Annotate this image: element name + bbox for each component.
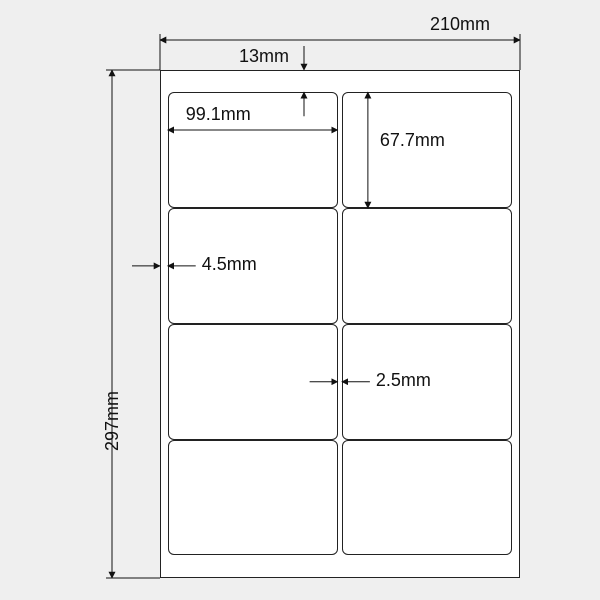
dim-sheet-height: 297mm	[102, 391, 123, 451]
dim-left-margin: 4.5mm	[202, 254, 257, 275]
dim-sheet-width: 210mm	[430, 14, 490, 35]
dim-col-gap: 2.5mm	[376, 370, 431, 391]
label-cell	[168, 440, 338, 556]
label-cell	[342, 440, 512, 556]
label-cell	[342, 208, 512, 324]
label-cell	[168, 324, 338, 440]
dim-top-margin: 13mm	[239, 46, 289, 67]
dim-label-width: 99.1mm	[186, 104, 251, 125]
dim-label-height: 67.7mm	[380, 130, 445, 151]
